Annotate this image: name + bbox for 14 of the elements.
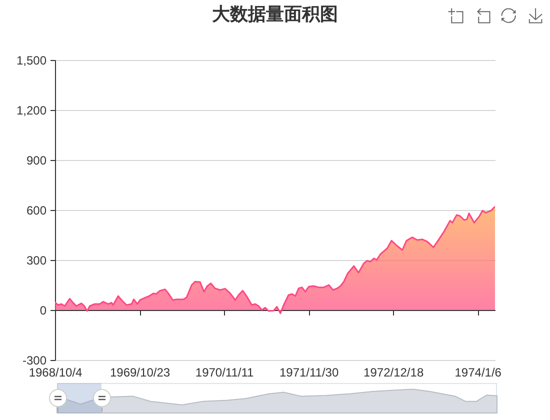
y-tick-label: 1,500 <box>16 54 47 68</box>
y-tick-label: 900 <box>26 154 47 168</box>
x-tick-label: 1971/11/30 <box>279 366 339 380</box>
y-tick-label: -300 <box>22 354 47 368</box>
y-tick-label: 1,200 <box>16 104 47 118</box>
y-tick-label: 300 <box>26 254 47 268</box>
y-tick-label: 0 <box>40 304 47 318</box>
x-tick-label: 1969/10/23 <box>110 366 170 380</box>
y-tick-label: 600 <box>26 204 47 218</box>
x-tick-label: 1974/1/6 <box>454 366 502 380</box>
x-tick-label: 1968/10/4 <box>28 366 83 380</box>
x-tick-label: 1972/12/18 <box>364 366 424 380</box>
chart-title: 大数据量面积图 <box>211 4 338 24</box>
x-tick-label: 1970/11/11 <box>195 366 254 380</box>
